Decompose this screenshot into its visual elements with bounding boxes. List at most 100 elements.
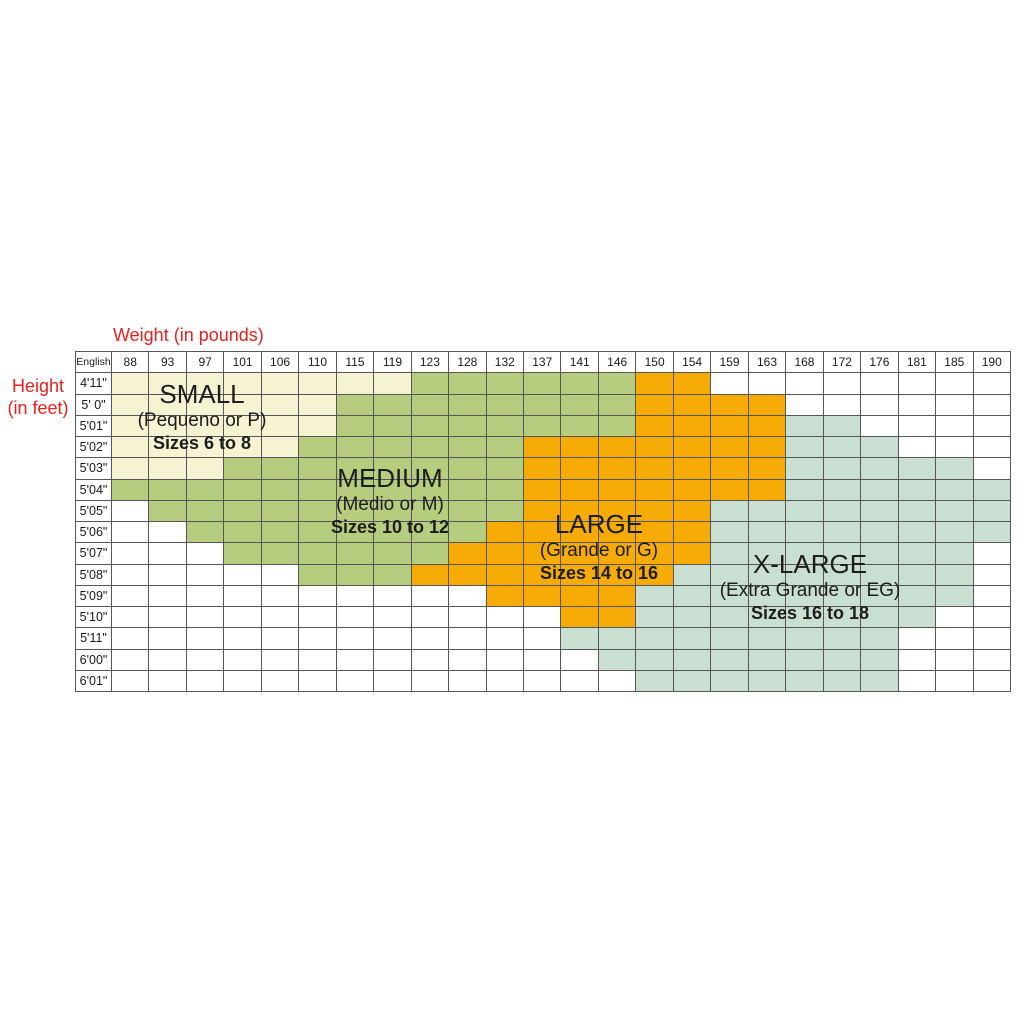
grid-cell-xlarge (748, 670, 786, 691)
grid-cell-xlarge (823, 437, 861, 458)
grid-cell-medium (336, 437, 374, 458)
grid-cell-none (936, 607, 973, 628)
grid-cell-large (486, 585, 524, 606)
grid-cell-none (973, 585, 1010, 606)
grid-cell-xlarge (861, 500, 898, 521)
grid-cell-xlarge (786, 458, 823, 479)
grid-cell-xlarge (711, 522, 748, 543)
grid-cell-none (374, 628, 411, 649)
grid-cell-medium (411, 458, 449, 479)
grid-cell-large (673, 543, 711, 564)
grid-cell-none (374, 649, 411, 670)
height-label: 5'05" (76, 500, 111, 521)
grid-cell-none (861, 394, 898, 415)
grid-cell-medium (336, 543, 374, 564)
height-axis-label-line1: Height (11, 376, 65, 396)
weight-axis-label: Weight (in pounds) (113, 325, 264, 345)
grid-cell-medium (299, 437, 336, 458)
grid-cell-medium (186, 522, 224, 543)
weight-header: 119 (374, 352, 411, 373)
grid-cell-medium (149, 500, 186, 521)
grid-cell-medium (299, 543, 336, 564)
grid-cell-small (112, 373, 149, 394)
weight-header: 168 (786, 352, 823, 373)
grid-cell-large (486, 543, 524, 564)
weight-header: 163 (748, 352, 786, 373)
grid-cell-none (898, 373, 936, 394)
grid-cell-xlarge (711, 543, 748, 564)
grid-cell-large (748, 415, 786, 436)
grid-cell-none (149, 670, 186, 691)
grid-cell-none (561, 670, 598, 691)
grid-cell-xlarge (673, 649, 711, 670)
grid-cell-large (524, 564, 561, 585)
grid-cell-xlarge (673, 564, 711, 585)
grid-cell-none (224, 670, 261, 691)
grid-cell-medium (299, 522, 336, 543)
grid-cell-none (186, 628, 224, 649)
grid-cell-xlarge (823, 522, 861, 543)
grid-cell-large (561, 458, 598, 479)
weight-header: 185 (936, 352, 973, 373)
grid-cell-medium (336, 415, 374, 436)
grid-cell-none (524, 670, 561, 691)
grid-cell-xlarge (861, 564, 898, 585)
grid-cell-none (411, 649, 449, 670)
grid-cell-medium (486, 500, 524, 521)
grid-cell-xlarge (711, 628, 748, 649)
grid-cell-small (186, 394, 224, 415)
grid-cell-large (636, 394, 673, 415)
grid-cell-large (636, 564, 673, 585)
grid-cell-xlarge (861, 479, 898, 500)
grid-cell-xlarge (748, 649, 786, 670)
grid-cell-medium (524, 415, 561, 436)
grid-cell-none (786, 394, 823, 415)
grid-cell-large (711, 458, 748, 479)
grid-cell-none (449, 649, 486, 670)
grid-cell-none (898, 437, 936, 458)
grid-cell-xlarge (786, 415, 823, 436)
grid-cell-large (673, 500, 711, 521)
grid-cell-medium (449, 373, 486, 394)
grid-cell-none (411, 670, 449, 691)
grid-cell-large (636, 479, 673, 500)
grid-cell-none (224, 564, 261, 585)
grid-cell-medium (374, 479, 411, 500)
grid-cell-xlarge (898, 522, 936, 543)
grid-cell-xlarge (598, 628, 636, 649)
grid-cell-none (336, 585, 374, 606)
grid-cell-none (112, 585, 149, 606)
grid-cell-medium (411, 500, 449, 521)
grid-cell-large (711, 479, 748, 500)
grid-cell-none (711, 373, 748, 394)
grid-cell-large (524, 458, 561, 479)
height-label: 5'10" (76, 607, 111, 628)
grid-cell-none (224, 585, 261, 606)
height-label: 5'09" (76, 585, 111, 606)
grid-cell-none (186, 670, 224, 691)
grid-cell-none (186, 543, 224, 564)
grid-cell-none (112, 543, 149, 564)
weight-header: 88 (112, 352, 149, 373)
grid-cell-xlarge (823, 628, 861, 649)
grid-cell-none (186, 564, 224, 585)
grid-cell-none (112, 628, 149, 649)
grid-cell-medium (374, 394, 411, 415)
height-axis-label-line2: (in feet) (7, 398, 69, 418)
grid-cell-large (673, 479, 711, 500)
grid-cell-large (598, 458, 636, 479)
weight-header: 181 (898, 352, 936, 373)
grid-cell-none (411, 607, 449, 628)
grid-cell-medium (299, 458, 336, 479)
grid-cell-none (786, 373, 823, 394)
grid-cell-none (336, 607, 374, 628)
grid-cell-large (561, 585, 598, 606)
grid-cell-none (224, 649, 261, 670)
grid-cell-small (112, 415, 149, 436)
grid-cell-large (598, 479, 636, 500)
grid-cell-xlarge (636, 628, 673, 649)
weight-header: 106 (261, 352, 299, 373)
weight-header: 123 (411, 352, 449, 373)
grid-cell-large (673, 522, 711, 543)
